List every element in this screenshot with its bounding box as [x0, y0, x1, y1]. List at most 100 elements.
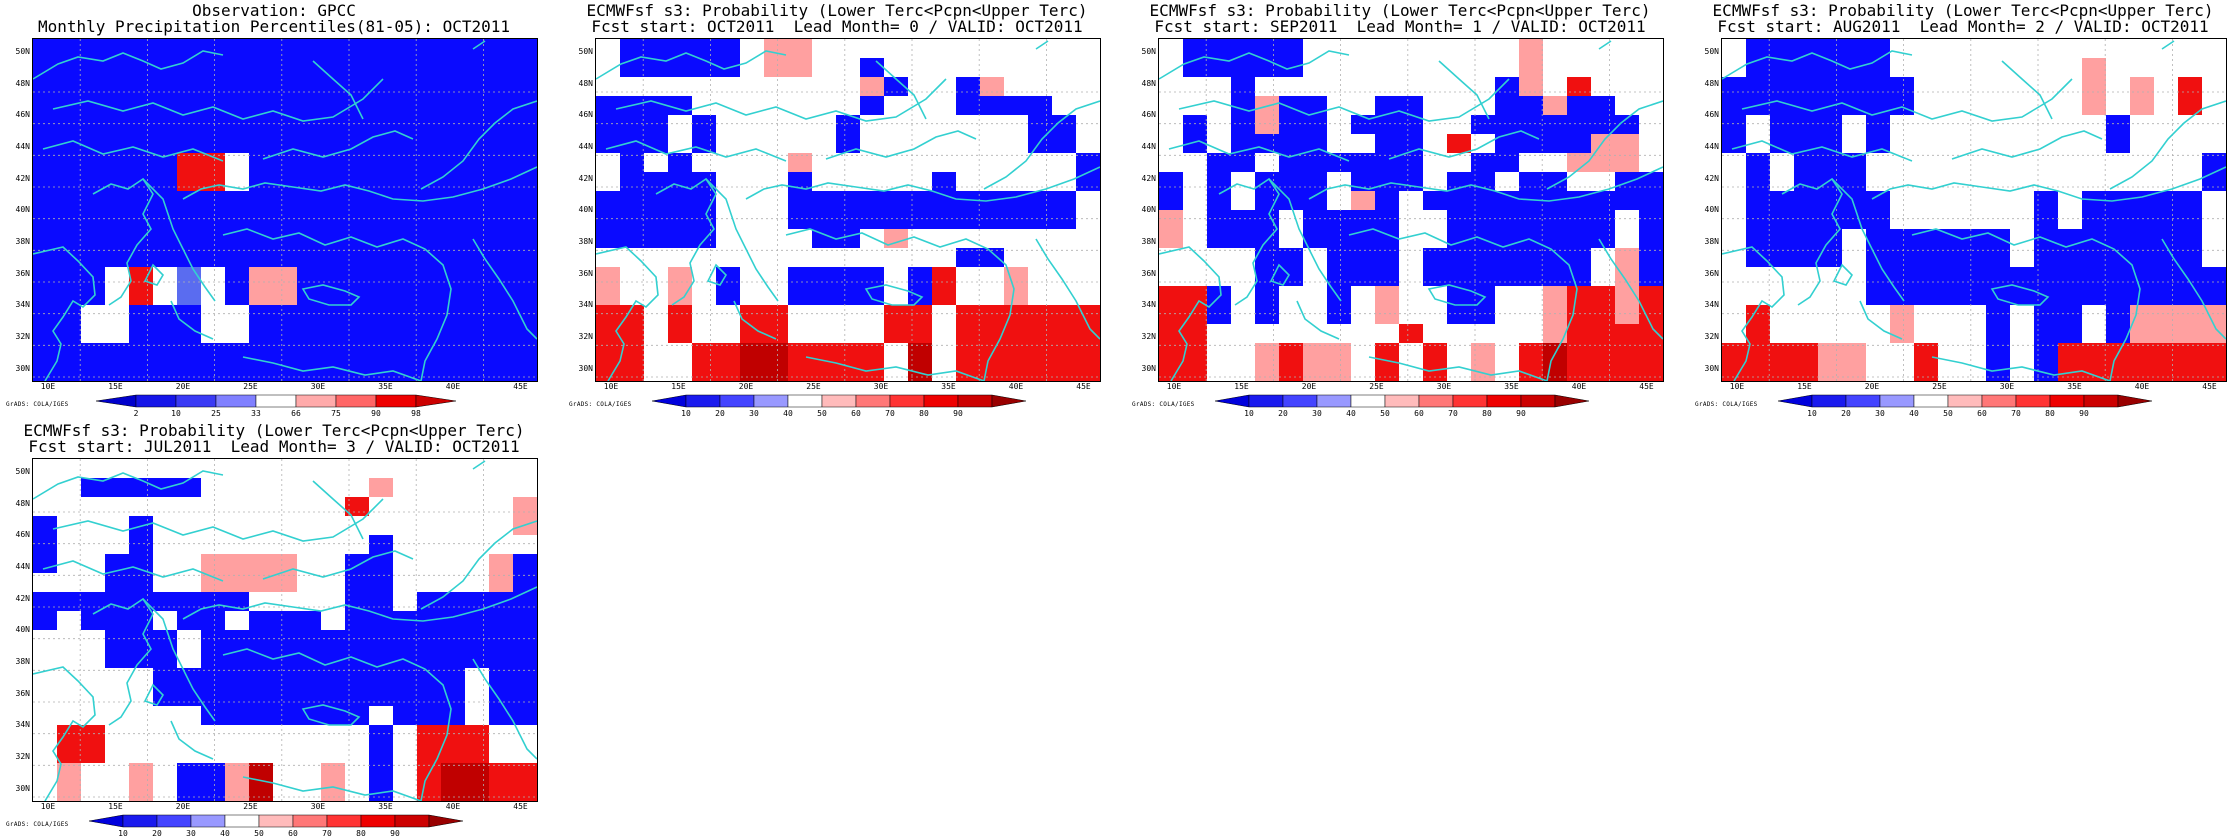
coastline	[33, 470, 224, 500]
grid-cell	[1303, 115, 1328, 135]
grid-cell	[1746, 286, 1771, 306]
grid-cell	[2058, 210, 2083, 230]
grid-cell	[153, 687, 178, 707]
grid-cell	[297, 478, 322, 498]
grid-cell	[2202, 324, 2226, 344]
colorbar-segment	[360, 814, 396, 828]
grid-cell	[1746, 191, 1771, 211]
grid-cell	[1770, 324, 1795, 344]
lon-tick-label: 25E	[806, 382, 821, 391]
coastline	[1722, 246, 1785, 381]
grid-cell	[489, 611, 514, 631]
grid-cell	[513, 592, 537, 612]
lon-tick-label: 10E	[40, 802, 56, 811]
grid-cell	[860, 115, 885, 135]
grid-cell	[2154, 362, 2179, 381]
grid-cell	[812, 343, 837, 363]
grid-cell	[81, 630, 106, 650]
colorbar-tick-label: 25	[211, 409, 221, 418]
grid-cell	[321, 459, 346, 479]
colorbar-segment	[1520, 394, 1556, 408]
grid-cell	[105, 96, 130, 116]
grid-cell	[1004, 96, 1029, 116]
grid-cell	[1722, 286, 1747, 306]
grid-cell	[1004, 343, 1029, 363]
grid-cell	[596, 210, 621, 230]
grid-cell	[788, 324, 813, 344]
grid-cell	[201, 324, 226, 344]
grid-cell	[57, 286, 82, 306]
grid-cell	[1543, 77, 1568, 97]
grid-cell	[860, 134, 885, 154]
grid-cell	[57, 687, 82, 707]
grid-cell	[393, 267, 418, 287]
grid-cell	[489, 324, 514, 344]
grid-cell	[369, 554, 394, 574]
grid-cell	[980, 362, 1005, 381]
grid-cell	[1447, 153, 1472, 173]
lon-tick-label: 15E	[1234, 382, 1249, 391]
grid-cell	[297, 267, 322, 287]
grid-cell	[1722, 210, 1747, 230]
grid-cell	[81, 611, 106, 631]
grid-cell	[1818, 248, 1843, 268]
grid-cell	[33, 630, 58, 650]
lat-tick-label: 42N	[1141, 173, 1156, 183]
grid-cell	[1076, 58, 1100, 78]
grid-cell	[57, 210, 82, 230]
grid-cell	[1375, 324, 1400, 344]
grid-cell	[489, 763, 514, 783]
grid-cell	[956, 343, 981, 363]
grid-cell	[1591, 305, 1616, 325]
grid-cell	[297, 115, 322, 135]
grid-cell	[513, 554, 537, 574]
colorbar-segment	[855, 394, 891, 408]
lon-tick-label: 45E	[513, 802, 528, 811]
grid-cell	[2010, 324, 2035, 344]
lon-tick-label: 20E	[175, 382, 191, 391]
grid-cell	[393, 248, 418, 268]
grid-cell	[33, 611, 58, 631]
grid-cell	[2082, 153, 2107, 173]
grid-cell	[1423, 362, 1448, 381]
lon-tick-label: 40E	[1008, 382, 1024, 391]
colorbar-tick-label: 10	[1244, 409, 1254, 418]
grid-cell	[153, 573, 178, 593]
grid-cell	[1866, 153, 1891, 173]
grid-cell	[273, 248, 298, 268]
colorbar-segment	[1913, 394, 1949, 408]
grid-cell	[153, 497, 178, 517]
grid-cell	[1890, 58, 1915, 78]
lon-tick-label: 10E	[1729, 382, 1745, 391]
grid-cell	[249, 324, 274, 344]
grid-cell	[1615, 77, 1640, 97]
grid-cell	[1076, 153, 1100, 173]
grid-cell	[441, 535, 466, 555]
colorbar-tick-label: 30	[186, 829, 196, 838]
coastline	[706, 263, 728, 286]
grid-cell	[1890, 153, 1915, 173]
grid-cell	[465, 229, 490, 249]
grid-cell	[249, 362, 274, 381]
grid-cell	[1639, 58, 1663, 78]
grid-cell	[513, 478, 537, 498]
grid-cell	[2106, 248, 2131, 268]
grid-cell	[57, 39, 82, 59]
grid-cell	[57, 573, 82, 593]
grid-cell	[1159, 77, 1184, 97]
grid-cell	[2106, 229, 2131, 249]
colorbar-segment	[255, 394, 297, 408]
grid-cell	[57, 630, 82, 650]
grid-cell	[225, 706, 250, 726]
grid-cell	[1519, 77, 1544, 97]
grid-cell	[1639, 191, 1663, 211]
grid-cell	[417, 687, 442, 707]
grid-cell	[788, 210, 813, 230]
grid-cell	[1303, 172, 1328, 192]
grid-cell	[417, 668, 442, 688]
map-svg	[33, 39, 537, 381]
grid-cell	[1746, 324, 1771, 344]
grid-cell	[812, 286, 837, 306]
grid-cell	[417, 248, 442, 268]
grid-cell	[1639, 172, 1663, 192]
